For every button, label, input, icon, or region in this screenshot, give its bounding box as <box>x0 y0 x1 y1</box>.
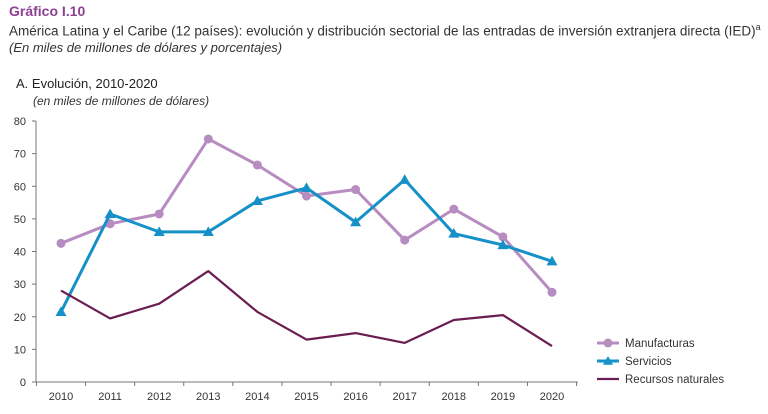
y-tick-label: 10 <box>14 344 26 356</box>
x-tick-label: 2020 <box>540 391 564 403</box>
data-point-manufacturas <box>154 209 164 219</box>
y-tick-label: 80 <box>14 116 26 128</box>
x-tick-label: 2019 <box>491 391 515 403</box>
x-tick-label: 2015 <box>294 391 318 403</box>
data-point-servicios <box>301 182 312 193</box>
x-tick-label: 2011 <box>98 391 122 403</box>
y-tick-label: 20 <box>14 312 26 324</box>
data-point-manufacturas <box>56 238 66 248</box>
data-point-servicios <box>448 228 460 238</box>
legend-marker-manufacturas <box>603 338 613 348</box>
data-point-manufacturas <box>252 160 262 170</box>
data-point-manufacturas <box>203 134 213 144</box>
y-tick-label: 50 <box>14 214 26 226</box>
x-tick-label: 2018 <box>442 391 466 403</box>
legend-label-recursos-naturales: Recursos naturales <box>625 374 724 386</box>
panel-title: A. Evolución, 2010-2020 <box>16 76 158 91</box>
x-tick-label: 2017 <box>392 391 416 403</box>
figure-title: América Latina y el Caribe (12 países): … <box>9 22 761 39</box>
data-point-servicios <box>202 226 214 237</box>
x-tick-label: 2013 <box>196 391 220 403</box>
legend-marker-servicios <box>603 356 613 365</box>
data-point-manufacturas <box>302 191 311 201</box>
data-point-manufacturas <box>498 232 508 242</box>
panel-subtitle: (en miles de millones de dólares) <box>33 94 210 108</box>
x-tick-label: 2010 <box>49 391 73 403</box>
legend-label-servicios: Servicios <box>625 356 672 368</box>
data-point-manufacturas <box>449 204 459 214</box>
figure-label: Gráfico I.10 <box>9 3 86 19</box>
data-point-servicios <box>153 226 165 237</box>
x-tick-label: 2014 <box>245 391 269 403</box>
legend-label-manufacturas: Manufacturas <box>625 338 695 350</box>
y-tick-label: 30 <box>14 279 26 291</box>
data-point-servicios <box>55 306 67 316</box>
x-tick-label: 2012 <box>147 391 171 403</box>
figure-subtitle: (En miles de millones de dólares y porce… <box>9 40 283 55</box>
data-point-servicios <box>251 195 263 206</box>
data-point-manufacturas <box>351 185 361 195</box>
figure-title-footnote-mark: a <box>755 22 761 32</box>
data-point-manufacturas <box>400 235 410 245</box>
data-point-servicios <box>104 208 116 219</box>
y-tick-label: 70 <box>14 149 26 161</box>
y-tick-label: 60 <box>14 181 26 193</box>
series-line-manufacturas <box>60 137 554 294</box>
y-tick-label: 40 <box>14 247 26 259</box>
series-line-recursos-naturales <box>60 270 553 348</box>
x-tick-label: 2016 <box>343 391 367 403</box>
data-point-servicios <box>399 174 411 184</box>
figure-title-text: América Latina y el Caribe (12 países): … <box>9 23 756 39</box>
data-point-servicios <box>497 239 509 250</box>
data-point-servicios <box>350 216 362 227</box>
y-tick-label: 0 <box>20 377 26 389</box>
data-point-manufacturas <box>547 287 557 297</box>
data-point-servicios <box>546 255 558 266</box>
